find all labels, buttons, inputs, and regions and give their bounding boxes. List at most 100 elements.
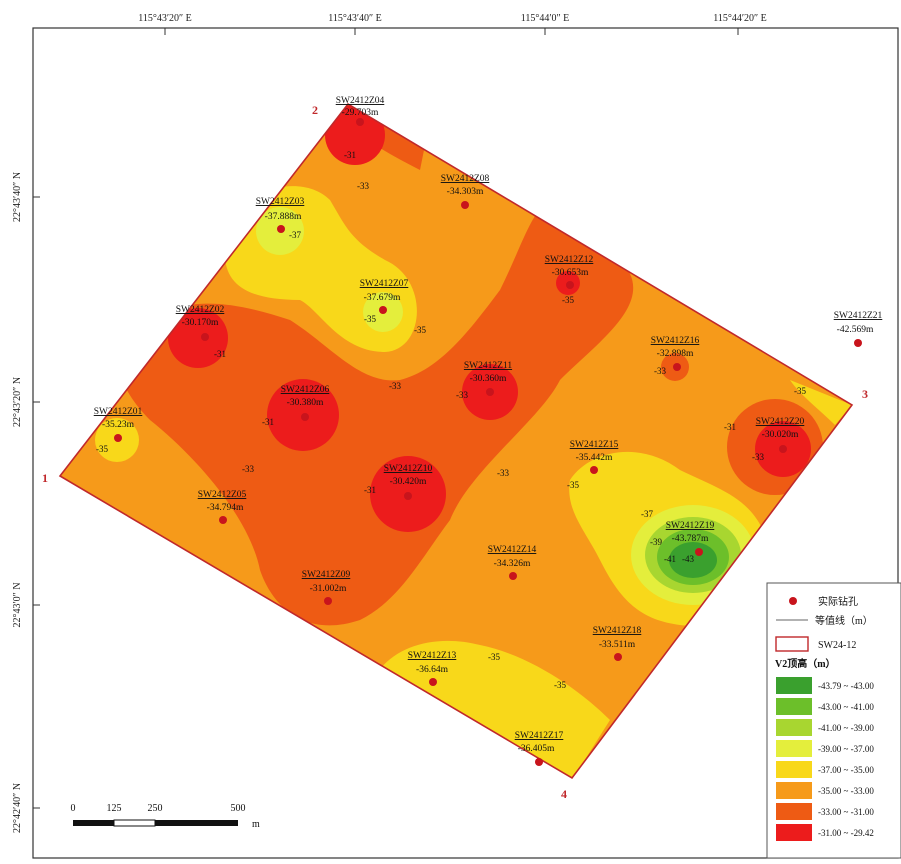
borehole-id: SW2412Z12 bbox=[545, 255, 594, 265]
borehole-id: SW2412Z16 bbox=[651, 336, 700, 346]
borehole-marker bbox=[509, 572, 517, 580]
contour-label: -31 bbox=[364, 485, 376, 495]
contour-label: -43 bbox=[682, 554, 694, 564]
legend-contour-label: 等值线（m） bbox=[815, 614, 873, 627]
contour-label: -35 bbox=[414, 325, 426, 335]
borehole-id: SW2412Z01 bbox=[94, 407, 143, 417]
contour-label: -41 bbox=[664, 554, 676, 564]
legend-class-label: -39.00 ~ -37.00 bbox=[818, 744, 874, 754]
borehole-Z11: SW2412Z11 -30.360m bbox=[464, 361, 512, 396]
borehole-marker bbox=[201, 333, 209, 341]
borehole-Z13: SW2412Z13 -36.64m bbox=[408, 651, 457, 686]
scale-label: 125 bbox=[107, 803, 122, 814]
borehole-value: -34.303m bbox=[447, 187, 484, 197]
legend-class-label: -35.00 ~ -33.00 bbox=[818, 786, 874, 796]
corner-label-2: 2 bbox=[312, 103, 318, 117]
contour-label: -35 bbox=[562, 295, 574, 305]
contour-label: -31 bbox=[214, 349, 226, 359]
corner-label-1: 1 bbox=[42, 471, 48, 485]
borehole-value: -30.020m bbox=[762, 430, 799, 440]
legend-class-label: -43.00 ~ -41.00 bbox=[818, 702, 874, 712]
borehole-marker bbox=[590, 466, 598, 474]
legend-title: V2顶高（m） bbox=[775, 657, 836, 670]
borehole-marker bbox=[277, 225, 285, 233]
borehole-marker bbox=[379, 306, 387, 314]
borehole-Z07: SW2412Z07 -37.679m bbox=[360, 279, 409, 314]
borehole-id: SW2412Z02 bbox=[176, 305, 225, 315]
borehole-id: SW2412Z17 bbox=[515, 731, 564, 741]
borehole-marker bbox=[219, 516, 227, 524]
borehole-value: -35.23m bbox=[102, 420, 135, 430]
legend-boundary-label: SW24-12 bbox=[818, 640, 856, 651]
borehole-id: SW2412Z04 bbox=[336, 96, 385, 106]
left-tick-label: 22°43′0″ N bbox=[12, 582, 23, 627]
borehole-id: SW2412Z06 bbox=[281, 385, 330, 395]
borehole-Z02: SW2412Z02 -30.170m bbox=[176, 305, 225, 341]
borehole-marker bbox=[854, 339, 862, 347]
borehole-marker bbox=[356, 118, 364, 126]
borehole-value: -42.569m bbox=[837, 325, 874, 335]
borehole-value: -37.888m bbox=[265, 212, 302, 222]
contour-label: -31 bbox=[262, 417, 274, 427]
borehole-Z01: SW2412Z01 -35.23m bbox=[94, 407, 143, 442]
scale-label: 0 bbox=[71, 803, 76, 814]
borehole-value: -29.703m bbox=[342, 108, 379, 118]
contour-label: -35 bbox=[96, 444, 108, 454]
borehole-id: SW2412Z09 bbox=[302, 570, 351, 580]
borehole-Z17: SW2412Z17 -36.405m bbox=[515, 731, 564, 766]
borehole-marker bbox=[429, 678, 437, 686]
top-tick-label: 115°44′0″ E bbox=[521, 13, 570, 24]
borehole-Z06: SW2412Z06 -30.380m bbox=[281, 385, 330, 421]
borehole-marker bbox=[535, 758, 543, 766]
borehole-Z18: SW2412Z18 -33.511m bbox=[593, 626, 642, 661]
borehole-id: SW2412Z20 bbox=[756, 417, 805, 427]
borehole-value: -30.360m bbox=[470, 374, 507, 384]
borehole-marker bbox=[779, 445, 787, 453]
map-frame bbox=[32, 27, 899, 859]
corner-label-3: 3 bbox=[862, 387, 868, 401]
contour-label: -37 bbox=[289, 230, 301, 240]
left-tick-label: 22°42′40″ N bbox=[12, 783, 23, 833]
borehole-marker bbox=[614, 653, 622, 661]
borehole-id: SW2412Z14 bbox=[488, 545, 537, 555]
borehole-Z09: SW2412Z09 -31.002m bbox=[302, 570, 351, 605]
borehole-marker bbox=[324, 597, 332, 605]
borehole-value: -37.679m bbox=[364, 293, 401, 303]
contour-label: -33 bbox=[654, 366, 666, 376]
borehole-value: -31.002m bbox=[310, 584, 347, 594]
borehole-marker bbox=[673, 363, 681, 371]
contour-label: -33 bbox=[357, 181, 369, 191]
borehole-id: SW2412Z15 bbox=[570, 440, 619, 450]
borehole-value: -32.898m bbox=[657, 349, 694, 359]
borehole-id: SW2412Z07 bbox=[360, 279, 409, 289]
borehole-value: -33.511m bbox=[599, 640, 636, 650]
borehole-marker bbox=[114, 434, 122, 442]
contour-label: -33 bbox=[497, 468, 509, 478]
corner-label-4: 4 bbox=[561, 787, 567, 801]
borehole-marker bbox=[461, 201, 469, 209]
legend-class-label: -37.00 ~ -35.00 bbox=[818, 765, 874, 775]
borehole-value: -30.420m bbox=[390, 477, 427, 487]
scale-bar: 0 125 250 500 m bbox=[71, 803, 261, 830]
borehole-marker bbox=[695, 548, 703, 556]
borehole-id: SW2412Z18 bbox=[593, 626, 642, 636]
contour-label: -35 bbox=[567, 480, 579, 490]
contour-label: -35 bbox=[488, 652, 500, 662]
scale-label: 500 bbox=[231, 803, 246, 814]
contour-label: -39 bbox=[650, 537, 662, 547]
borehole-id: SW2412Z13 bbox=[408, 651, 457, 661]
borehole-Z16: SW2412Z16 -32.898m bbox=[651, 336, 700, 371]
borehole-Z14: SW2412Z14 -34.326m bbox=[488, 545, 537, 580]
borehole-value: -35.442m bbox=[576, 453, 613, 463]
contour-label: -35 bbox=[364, 314, 376, 324]
borehole-id: SW2412Z05 bbox=[198, 490, 247, 500]
borehole-marker bbox=[566, 281, 574, 289]
borehole-marker bbox=[486, 388, 494, 396]
borehole-value: -36.405m bbox=[518, 744, 555, 754]
borehole-id: SW2412Z21 bbox=[834, 311, 883, 321]
borehole-value: -34.794m bbox=[207, 503, 244, 513]
scale-unit: m bbox=[252, 819, 260, 830]
borehole-Z04: SW2412Z04 -29.703m bbox=[336, 96, 385, 126]
contour-label: -33 bbox=[242, 464, 254, 474]
